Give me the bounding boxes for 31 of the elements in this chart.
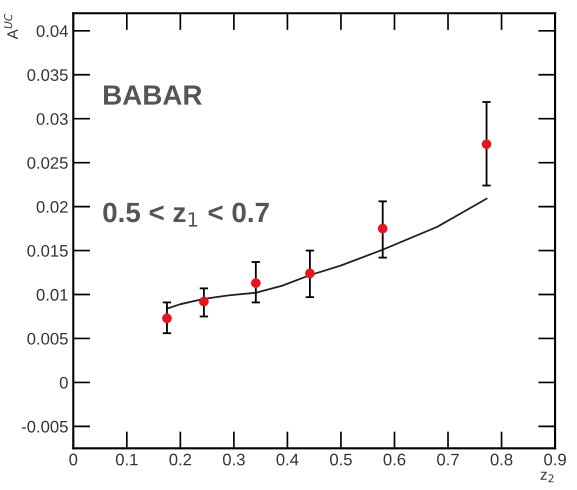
y-tick-label: 0.04 [36, 25, 68, 38]
y-tick-label: 0.015 [27, 244, 68, 257]
x-tick-label: 0.1 [116, 454, 138, 466]
y-tick-label: -0.005 [22, 420, 68, 433]
x-tick-label: 0.4 [276, 454, 299, 466]
annotation: BABAR [104, 85, 202, 105]
annotation: 0.5 < z$_{1}$ < 0.7 [103, 202, 269, 227]
x-tick-label: 0.3 [222, 454, 245, 466]
point [305, 268, 315, 278]
y-tick-label: 0.005 [27, 332, 68, 345]
point [378, 224, 388, 234]
y-tick-label: 0.035 [27, 69, 68, 81]
x-tick-label: 0.8 [490, 454, 512, 466]
y-axis-title: A$^{UC}$ [4, 14, 18, 40]
point [250, 278, 261, 288]
x-axis-title: z$_{2}$ [540, 472, 554, 482]
x-tick-label: 0.9 [544, 454, 566, 466]
line-series [166, 198, 488, 310]
point [482, 139, 492, 150]
x-tick-label: 0.2 [169, 454, 192, 466]
x-tick-label: 0.6 [384, 454, 406, 466]
x-tick-label: 0 [69, 454, 78, 466]
y-tick-label: 0.025 [27, 157, 68, 169]
y-tick-label: 0.03 [36, 113, 68, 125]
x-tick-label: 0.5 [330, 454, 352, 466]
y-tick-label: 0 [60, 376, 68, 389]
y-tick-label: 0.02 [36, 201, 68, 213]
y-tick-label: 0.01 [36, 288, 68, 301]
x-tick-label: 0.7 [437, 454, 459, 466]
point [162, 313, 172, 324]
point [199, 296, 209, 306]
